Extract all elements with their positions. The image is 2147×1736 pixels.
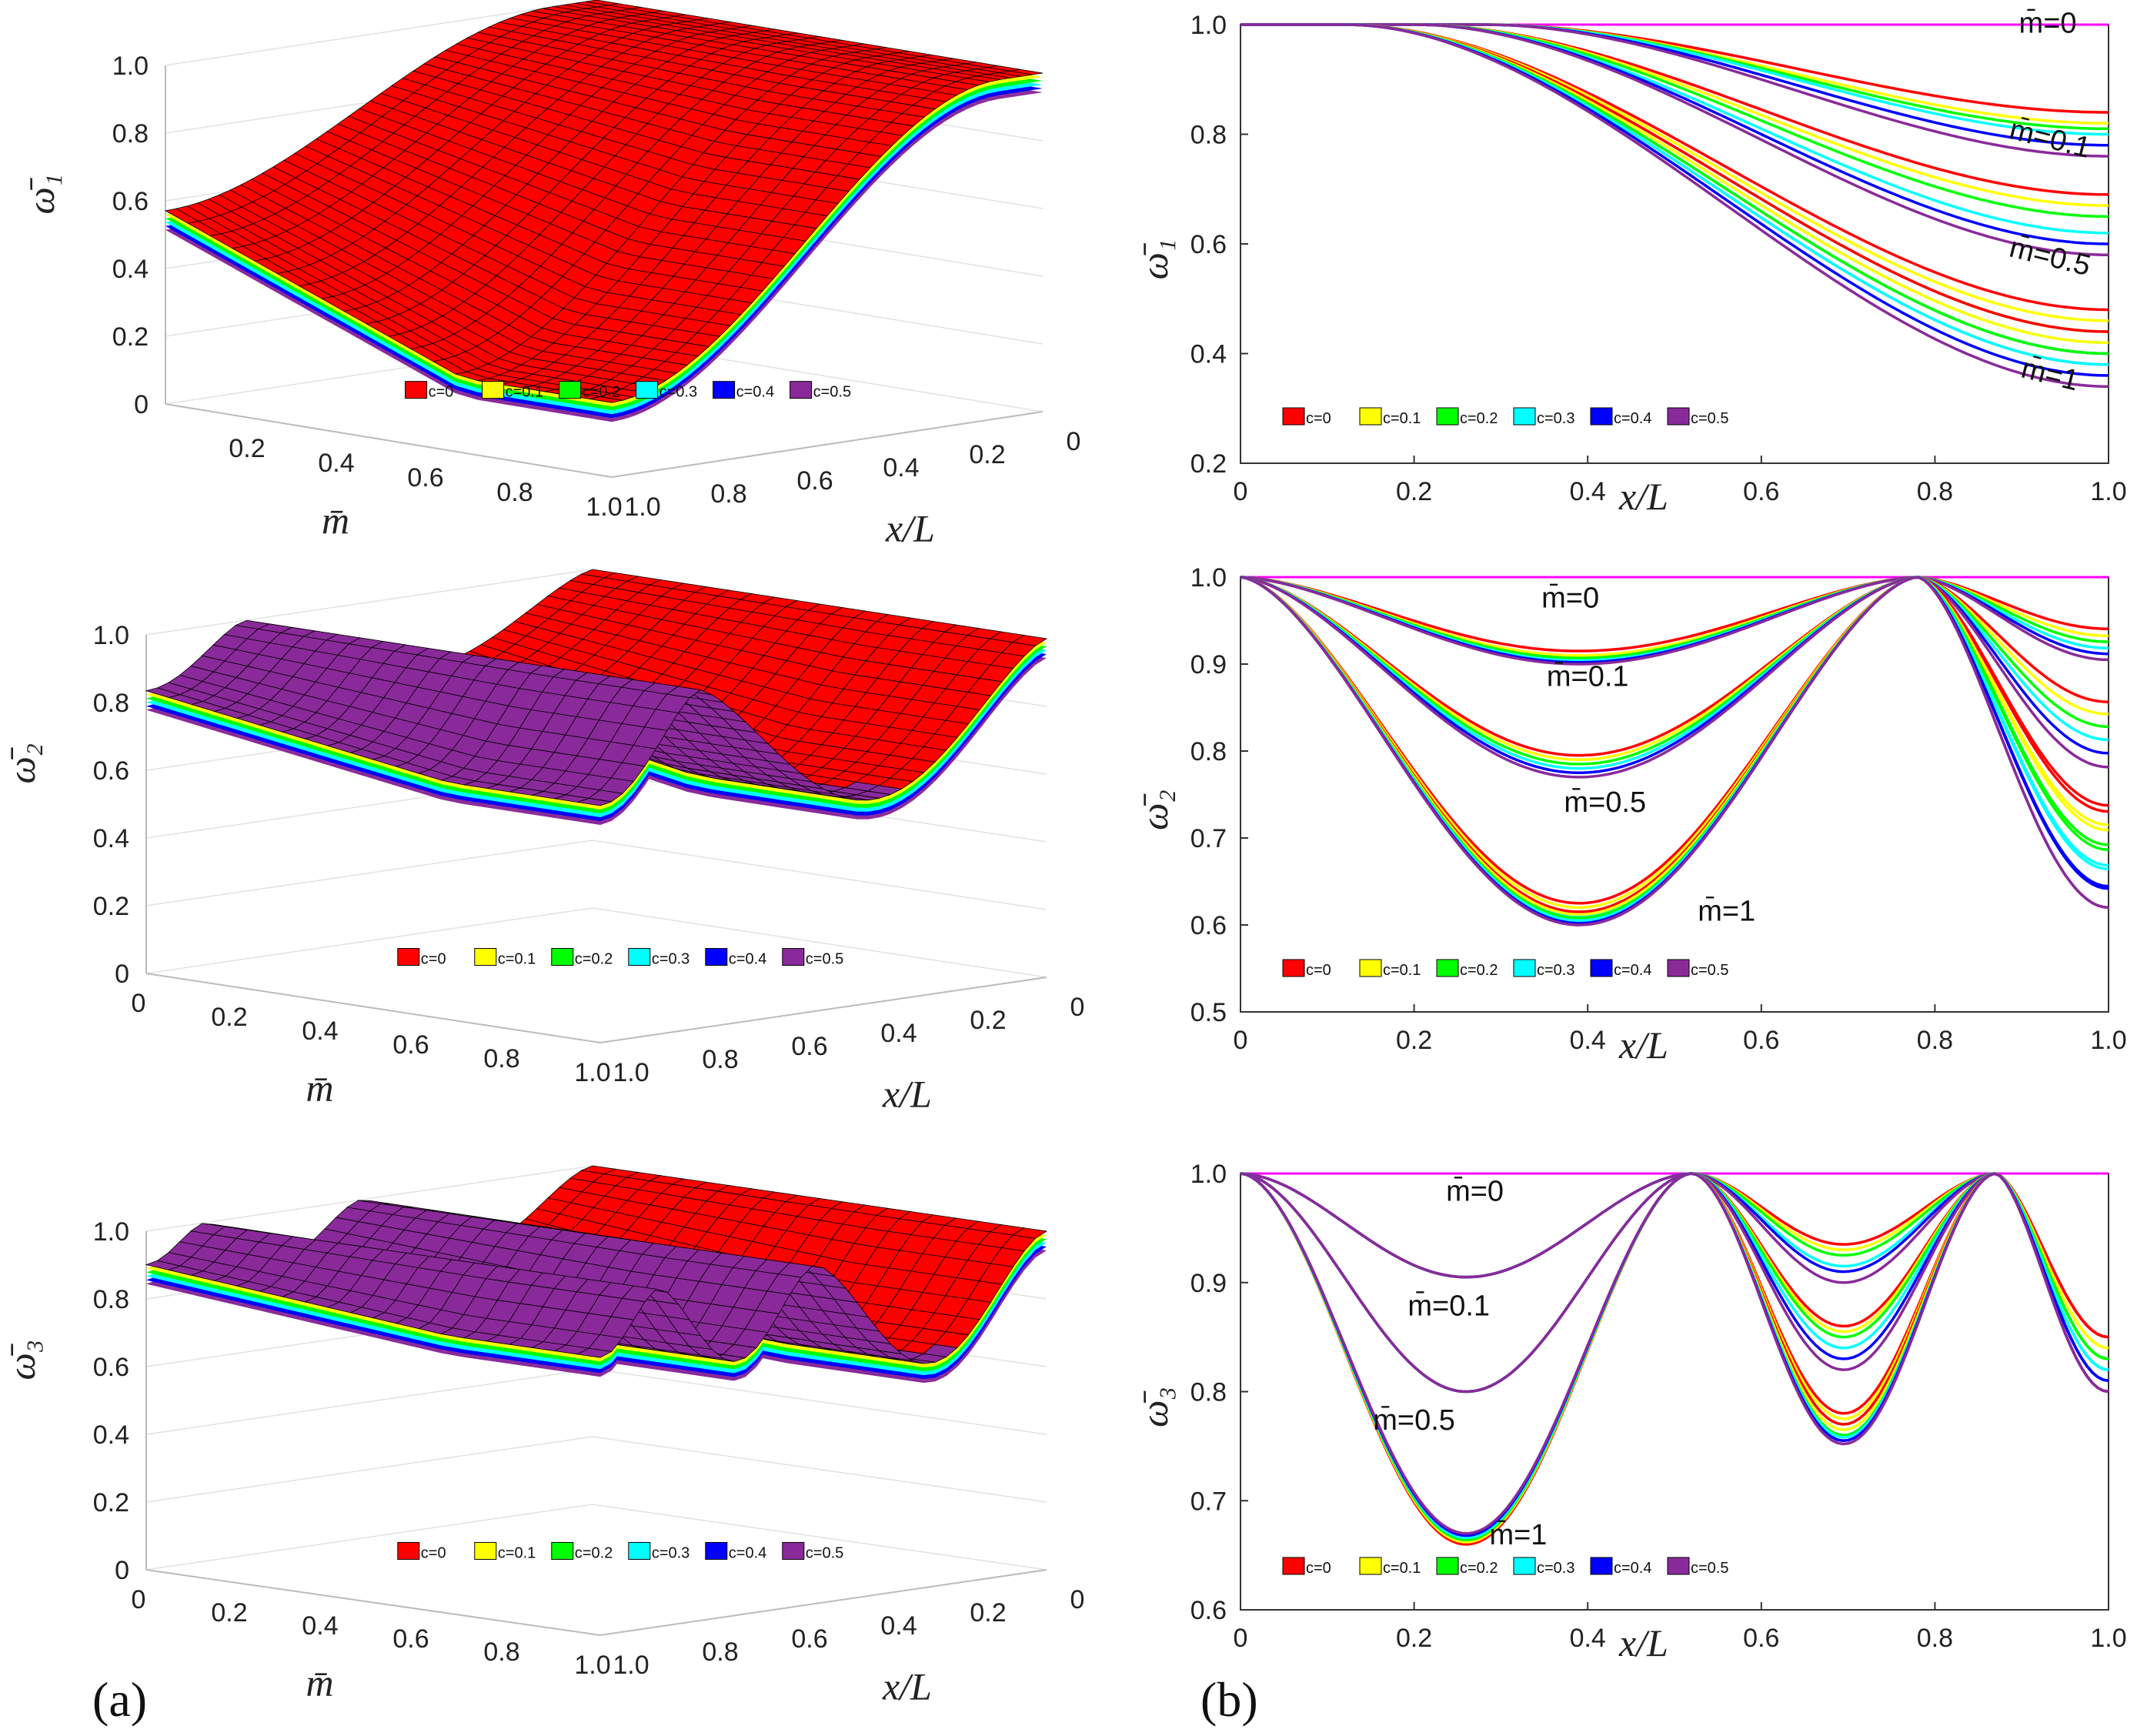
z-tick-label: 0.4 [93,824,129,853]
legend-swatch [790,381,813,399]
legend-label: c=0.3 [659,384,697,401]
surface-patch [545,409,578,415]
z-tick-label: 1.0 [93,621,129,650]
x-tick-label: 0.6 [796,466,833,496]
m-tick-label: 0.4 [302,1017,338,1046]
legend-swatch [559,381,582,399]
z-tick-label: 0 [115,960,129,989]
x-tick-label: 0.6 [791,1032,827,1061]
legend-swatch [405,381,428,399]
floor-edge [165,403,1043,479]
z-tick-label: 0.8 [112,119,149,149]
legend-label: c=0 [429,384,454,401]
x-axis-label: x/L [882,1072,932,1115]
x-tick-label: 0 [1067,427,1081,456]
x-tick-label: 0.2 [970,1006,1006,1035]
z-tick-label: 0.2 [112,322,149,352]
surface-patch [478,397,511,404]
legend-swatch [636,381,659,399]
m-axis-label: m̄ [306,1067,333,1110]
surface-panel-2: 0 0.2 0.4 0.6 0.8 1.0 ω̄₂ 0 0.2 0.4 0.6 0.8 1.0 m̄ 1.0… [0,569,1084,1115]
surface-panels: 00.20.40.60.81.0ω̄₁0.2 0.4 0.6 0.8 1.0m̄ 1.0 0… [0,0,1084,1708]
m-tick-label: 0 [132,989,146,1018]
surface-panel-1: 0 0.2 0.4 0.6 0.8 1.0 ω̄₁ 0.2 0.4 0.6 0.8 1.0 m̄ 1.0 0… [19,0,1080,549]
m-tick-label: 1.0 [586,492,622,522]
m-tick-label: 0.6 [392,1030,429,1060]
panel-a-label: (a) [92,1672,147,1727]
m-tick-label: 0.6 [407,463,443,492]
x-tick-label: 1.0 [613,1058,649,1087]
z-tick-label: 1.0 [112,52,149,81]
x-tick-label: 0.8 [702,1045,738,1074]
z-axis-label: ω̄₂ [0,743,43,784]
surface-patch [589,416,623,422]
surface-patch [500,401,533,408]
x-axis-label: x/L [885,506,935,549]
m-tick-label: 0.2 [229,434,265,463]
m-tick-label: 0.2 [211,1003,247,1032]
grid-line [145,840,1047,910]
legend-label: c=0.2 [583,384,620,401]
legend-swatch [482,381,505,399]
z-tick-label: 0 [134,390,149,419]
panel-b-label: (b) [1200,1672,1258,1727]
m-tick-label: 1.0 [574,1058,610,1087]
x-tick-label: 0.2 [969,440,1005,469]
m-axis-label: m̄ [322,499,349,542]
x-tick-label: 1.0 [624,492,660,522]
x-tick-label: 0.4 [883,453,919,482]
z-tick-label: 0.8 [93,689,129,718]
z-tick-label: 0.2 [93,892,129,921]
z-tick-label: 0.6 [93,756,129,786]
z-tick-label: 0.4 [112,255,149,284]
x-tick-label: 0.4 [880,1019,917,1048]
x-tick-label: 0.8 [710,479,746,509]
legend-label: c=0.5 [813,384,851,401]
z-tick-label: 0.6 [112,187,149,216]
surface-patch [567,412,600,419]
z-axis-label: ω̄₁ [19,174,62,215]
legend-label: c=0.4 [736,384,774,401]
x-tick-label: 0 [1070,993,1085,1022]
surface-patch [456,391,489,400]
legend-swatch [713,381,736,399]
surface-patch [523,405,556,411]
legend-label: c=0.1 [506,384,543,401]
m-tick-label: 0.8 [483,1044,519,1073]
m-tick-label: 0.8 [496,478,533,507]
m-tick-label: 0.4 [318,449,354,478]
